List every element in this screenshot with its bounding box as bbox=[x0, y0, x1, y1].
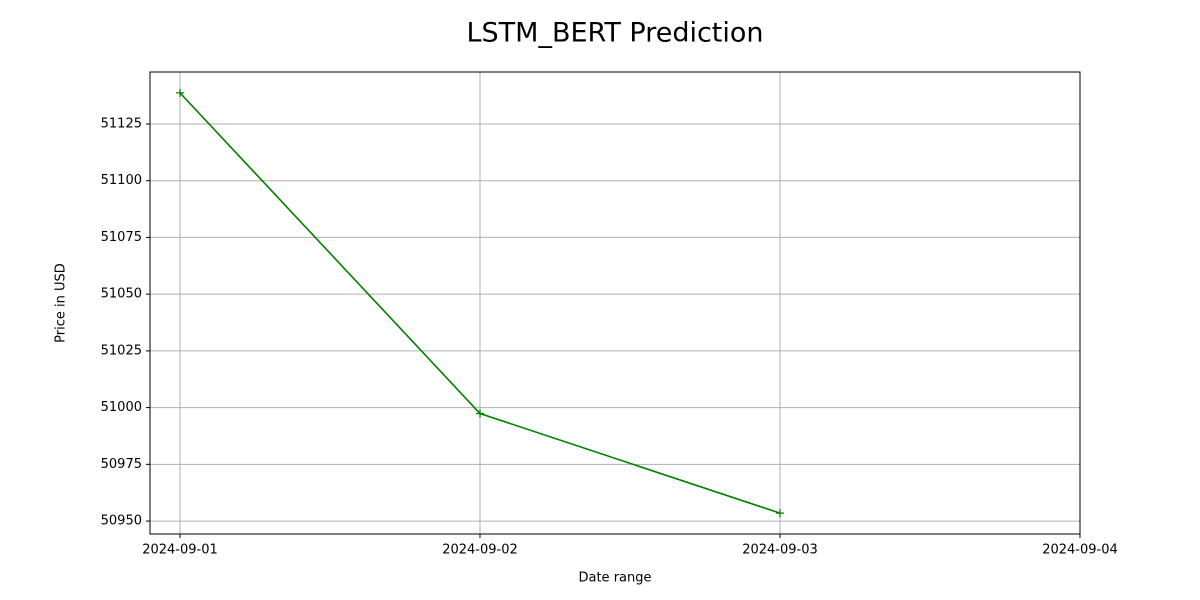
y-tick-label: 51050 bbox=[101, 287, 142, 302]
x-tick-label: 2024-09-03 bbox=[742, 543, 818, 558]
plot-frame bbox=[149, 71, 1081, 535]
y-tick-label: 50975 bbox=[101, 457, 142, 472]
y-tick-label: 51000 bbox=[101, 400, 142, 415]
x-tick-label: 2024-09-01 bbox=[142, 543, 218, 558]
y-tick-label: 51100 bbox=[101, 173, 142, 188]
x-tick-label: 2024-09-04 bbox=[1042, 543, 1118, 558]
y-axis-label: Price in USD bbox=[54, 263, 69, 343]
x-tick-label: 2024-09-02 bbox=[442, 543, 518, 558]
y-tick-label: 50950 bbox=[101, 514, 142, 529]
marker bbox=[776, 509, 784, 518]
y-tick-label: 51075 bbox=[101, 230, 142, 245]
chart-title: LSTM_BERT Prediction bbox=[466, 18, 763, 49]
x-axis-label: Date range bbox=[578, 571, 651, 586]
y-tick-label: 51125 bbox=[101, 116, 142, 131]
marker bbox=[176, 88, 184, 97]
y-tick-label: 51025 bbox=[101, 343, 142, 358]
marker bbox=[476, 409, 484, 418]
